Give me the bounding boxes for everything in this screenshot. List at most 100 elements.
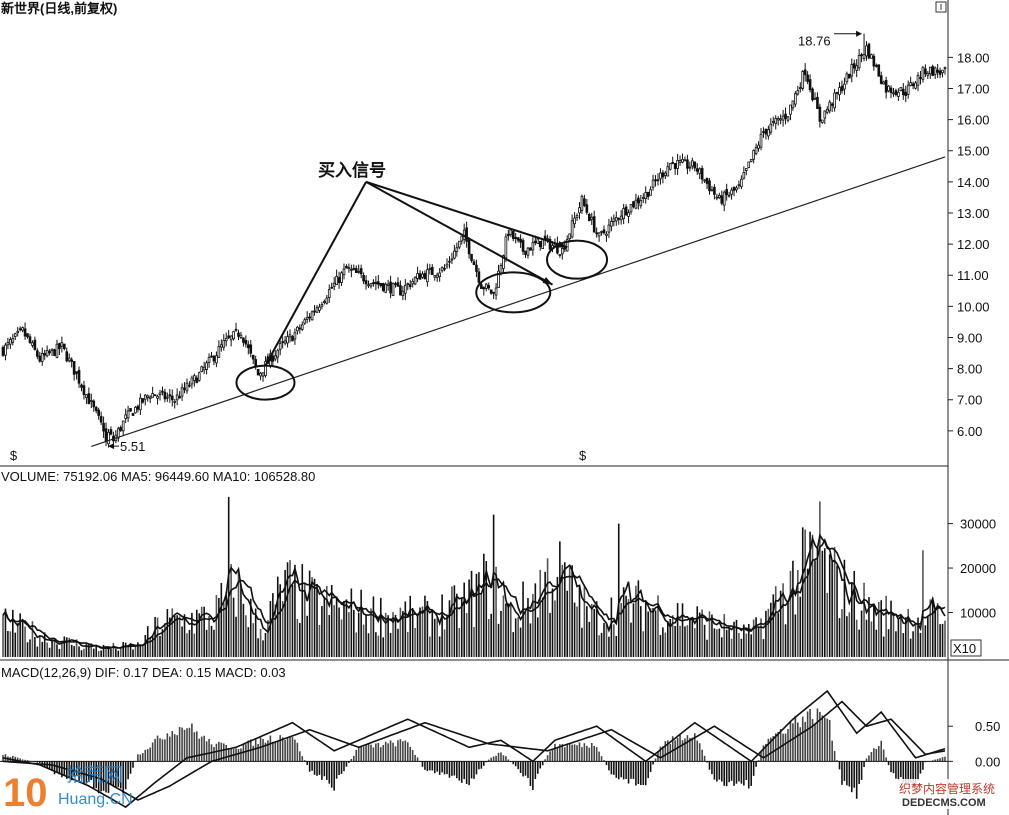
- signal-circle: [235, 364, 296, 401]
- candle-body: [467, 239, 471, 255]
- candle-body: [399, 285, 402, 296]
- candle-body: [109, 429, 113, 435]
- candle-body: [224, 338, 228, 342]
- candle-body: [75, 371, 78, 374]
- volume-unit-label: X10: [953, 641, 976, 656]
- corner-icon[interactable]: [935, 1, 947, 13]
- candle-body: [720, 195, 724, 204]
- candle-body: [325, 297, 329, 304]
- candle-body: [914, 82, 917, 89]
- candle-body: [146, 395, 150, 398]
- candle-body: [519, 238, 522, 243]
- candle-body: [67, 357, 71, 362]
- candle-body: [683, 159, 687, 162]
- candle-body: [825, 108, 829, 113]
- candle-body: [470, 253, 473, 261]
- volume-title: VOLUME: 75192.06 MA5: 96449.60 MA10: 106…: [1, 469, 315, 484]
- candle-body: [816, 96, 819, 109]
- candle-body: [614, 217, 618, 222]
- candle-body: [676, 160, 679, 169]
- candle-body: [379, 283, 383, 287]
- candle-body: [259, 372, 262, 377]
- candle-body: [428, 268, 432, 270]
- candle-body: [381, 283, 385, 291]
- candle-body: [889, 87, 893, 93]
- volume-axis: 30000 20000 10000: [948, 517, 996, 621]
- price-tick-label: 17.00: [957, 81, 990, 96]
- candle-body: [401, 290, 405, 296]
- candle-body: [852, 63, 856, 69]
- candle-body: [534, 240, 537, 244]
- candle-body: [330, 286, 334, 289]
- candle-body: [131, 413, 135, 416]
- candle-body: [156, 395, 159, 399]
- candle-body: [933, 67, 937, 75]
- candle-body: [762, 131, 765, 134]
- candle-body: [740, 178, 743, 188]
- candle-body: [104, 428, 108, 442]
- candle-body: [11, 338, 15, 343]
- candle-body: [94, 407, 98, 411]
- candle-body: [735, 187, 738, 191]
- candle-body: [651, 179, 655, 188]
- candle-body: [779, 118, 782, 121]
- candle-body: [632, 201, 635, 208]
- candle-body: [546, 238, 549, 240]
- candle-body: [185, 382, 189, 392]
- candle-body: [899, 87, 903, 92]
- candle-body: [666, 166, 670, 177]
- candle-body: [607, 224, 611, 233]
- price-tick-label: 7.00: [957, 393, 982, 408]
- candle-body: [239, 334, 243, 338]
- candle-body: [590, 216, 594, 220]
- candle-body: [654, 179, 657, 182]
- candle-body: [808, 79, 812, 91]
- annotation-arrow-head: [542, 277, 553, 285]
- candle-body: [443, 267, 446, 270]
- candle-body: [45, 349, 49, 357]
- candle-body: [453, 250, 456, 259]
- candle-body: [789, 104, 792, 115]
- candle-body: [703, 179, 706, 182]
- candle-body: [433, 275, 437, 278]
- candle-body: [798, 87, 802, 90]
- candle-body: [281, 341, 284, 344]
- candle-body: [867, 43, 871, 59]
- candle-body: [6, 342, 10, 346]
- candle-body: [494, 287, 498, 296]
- candle-body: [843, 83, 846, 90]
- candle-body: [477, 271, 481, 283]
- candle-body: [33, 339, 37, 350]
- candle-body: [320, 304, 324, 307]
- candle-body: [511, 230, 515, 239]
- candle-body: [617, 217, 621, 220]
- candle-body: [261, 372, 265, 377]
- candle-body: [359, 268, 363, 275]
- candle-body: [168, 394, 172, 397]
- price-tick-label: 16.00: [957, 113, 990, 128]
- candle-body: [916, 75, 920, 86]
- candle-body: [759, 133, 763, 148]
- candle-body: [288, 334, 292, 338]
- candle-body: [936, 69, 939, 73]
- candle-body: [63, 343, 66, 350]
- candle-body: [637, 197, 640, 204]
- high-arrow: [834, 30, 863, 37]
- volume-tick-label: 20000: [960, 561, 996, 576]
- candle-body: [771, 120, 775, 123]
- candle-body: [624, 206, 628, 216]
- candle-body: [426, 269, 429, 283]
- candle-body: [862, 54, 866, 59]
- candle-body: [38, 355, 42, 362]
- candle-body: [170, 395, 174, 401]
- candle-body: [754, 146, 758, 154]
- candle-body: [605, 233, 608, 236]
- price-axis: 18.00 17.00 16.00 15.00 14.00 13.00 12.00 11.00…: [948, 50, 990, 439]
- candle-body: [195, 377, 199, 384]
- buy-signal-label: 买入信号: [318, 160, 386, 181]
- candle-body: [717, 195, 721, 198]
- candle-body: [143, 394, 147, 400]
- candle-body: [89, 400, 93, 402]
- candle-body: [767, 129, 770, 137]
- candle-body: [367, 284, 370, 287]
